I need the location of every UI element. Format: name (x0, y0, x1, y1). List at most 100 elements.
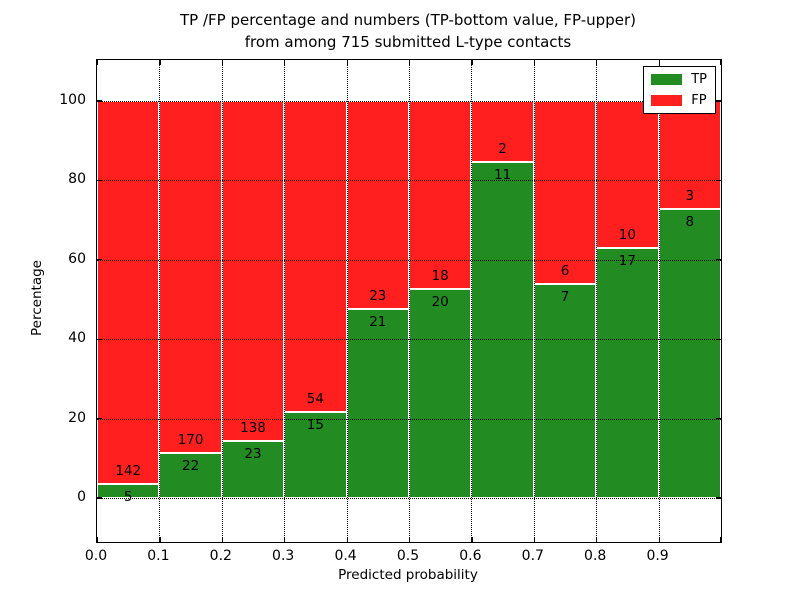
x-tick-label: 0.7 (521, 548, 544, 564)
bar-label-tp: 5 (123, 489, 133, 506)
x-tick-mark-top (471, 60, 473, 65)
x-tick-mark-bottom (409, 537, 411, 542)
grid-line-vertical (221, 60, 223, 542)
bars-layer (97, 60, 721, 542)
chart-title: TP /FP percentage and numbers (TP-bottom… (96, 9, 720, 53)
x-tick-mark-top (409, 60, 411, 65)
bar-segment-fp (596, 101, 659, 249)
grid-line-vertical (159, 60, 161, 542)
x-tick-label: 0.9 (646, 548, 669, 564)
bar-label-fp: 2 (498, 141, 507, 158)
y-tick-label: 80 (68, 171, 86, 188)
x-tick-label: 0.6 (459, 548, 482, 564)
x-tick-label: 0.8 (584, 548, 607, 564)
y-axis-label: Percentage (29, 260, 45, 336)
grid-line-horizontal (97, 339, 721, 341)
y-tick-mark-right (716, 338, 721, 340)
y-tick-mark-left (97, 259, 102, 261)
bar-segment-tp (533, 284, 597, 498)
bar-segment-fp (284, 101, 347, 412)
bar-segment-tp (409, 289, 472, 498)
legend-label-tp: TP (691, 72, 707, 87)
grid-line-horizontal (97, 418, 721, 420)
grid-line-vertical (471, 60, 473, 542)
y-tick-mark-left (97, 338, 102, 340)
x-tick-label: 0.2 (209, 548, 232, 564)
grid-line-vertical (284, 60, 286, 542)
bar-segment-fp (346, 101, 409, 309)
y-tick-label: 40 (68, 330, 86, 347)
bar-label-fp: 138 (240, 420, 266, 437)
y-tick-mark-left (97, 418, 102, 420)
x-tick-label: 0.4 (334, 548, 357, 564)
x-tick-mark-bottom (159, 537, 161, 542)
x-tick-mark-top (284, 60, 286, 65)
bar-label-tp: 15 (306, 416, 324, 433)
legend-swatch-fp (651, 95, 683, 106)
bar-label-tp: 22 (182, 457, 200, 474)
y-tick-mark-left (97, 497, 102, 499)
x-tick-mark-bottom (719, 537, 721, 542)
bar-label-tp: 17 (618, 253, 636, 270)
y-tick-mark-right (716, 418, 721, 420)
x-tick-mark-bottom (471, 537, 473, 542)
bar-label-fp: 10 (618, 227, 636, 244)
y-tick-mark-right (716, 179, 721, 181)
ticks-layer (97, 60, 721, 542)
legend-item-fp: FP (651, 93, 707, 108)
legend-swatch-tp (651, 74, 683, 85)
bar-label-fp: 23 (369, 287, 387, 304)
bar-label-tp: 23 (244, 446, 262, 463)
grid-line-vertical (409, 60, 410, 542)
x-tick-mark-top (596, 60, 598, 65)
x-tick-label: 0.0 (84, 548, 108, 564)
x-tick-mark-bottom (596, 537, 598, 542)
grid-line-horizontal (97, 259, 721, 261)
y-tick-label: 100 (59, 92, 86, 108)
x-tick-mark-bottom (346, 537, 348, 542)
y-tick-label: 60 (68, 250, 86, 267)
bar-segment-tp (97, 484, 160, 498)
bar-label-tp: 8 (685, 214, 695, 231)
bar-segment-fp (533, 101, 597, 285)
grid-line-vertical (346, 60, 348, 542)
grid-line-vertical (596, 60, 598, 542)
plot-area: 142 5 170 22 138 23 54 15 23 21 18 20 2 11 6 7 10 17 3 8 TP… (96, 59, 722, 543)
x-tick-mark-top (346, 60, 348, 65)
bar-label-fp: 18 (431, 268, 449, 285)
x-tick-mark-bottom (658, 537, 660, 542)
x-tick-mark-top (221, 60, 223, 65)
bar-label-tp: 20 (431, 294, 449, 311)
grid-layer (97, 60, 721, 542)
bar-segment-tp (471, 162, 534, 498)
x-tick-label: 0.1 (147, 548, 170, 564)
x-tick-mark-bottom (97, 537, 99, 542)
y-tick-mark-left (97, 179, 102, 181)
y-tick-label: 20 (68, 409, 86, 426)
legend-item-tp: TP (651, 72, 707, 87)
grid-line-horizontal (97, 180, 721, 182)
y-tick-mark-left (97, 100, 102, 102)
bar-label-fp: 3 (685, 188, 695, 205)
bar-labels-layer: 142 5 170 22 138 23 54 15 23 21 18 20 2 11 6 7 10 17 3 8 (97, 60, 721, 542)
grid-line-vertical (533, 60, 535, 542)
grid-line-vertical (658, 60, 660, 542)
bar-label-tp: 11 (494, 167, 512, 184)
x-tick-mark-bottom (284, 537, 286, 542)
bar-label-fp: 170 (177, 431, 204, 448)
x-tick-mark-bottom (221, 537, 223, 542)
x-tick-mark-bottom (533, 537, 535, 542)
x-tick-mark-top (533, 60, 535, 65)
x-axis-label: Predicted probability (338, 567, 478, 583)
x-tick-label: 0.5 (396, 548, 420, 564)
grid-line-horizontal (97, 498, 721, 499)
bar-segment-tp (658, 209, 721, 498)
chart-title-line1: TP /FP percentage and numbers (TP-bottom… (180, 11, 636, 29)
legend: TP FP (643, 66, 716, 114)
x-tick-label: 0.3 (272, 548, 295, 564)
legend-label-fp: FP (691, 93, 707, 108)
x-tick-mark-top (658, 60, 660, 65)
bar-label-fp: 54 (306, 390, 324, 407)
x-tick-mark-top (97, 60, 99, 65)
